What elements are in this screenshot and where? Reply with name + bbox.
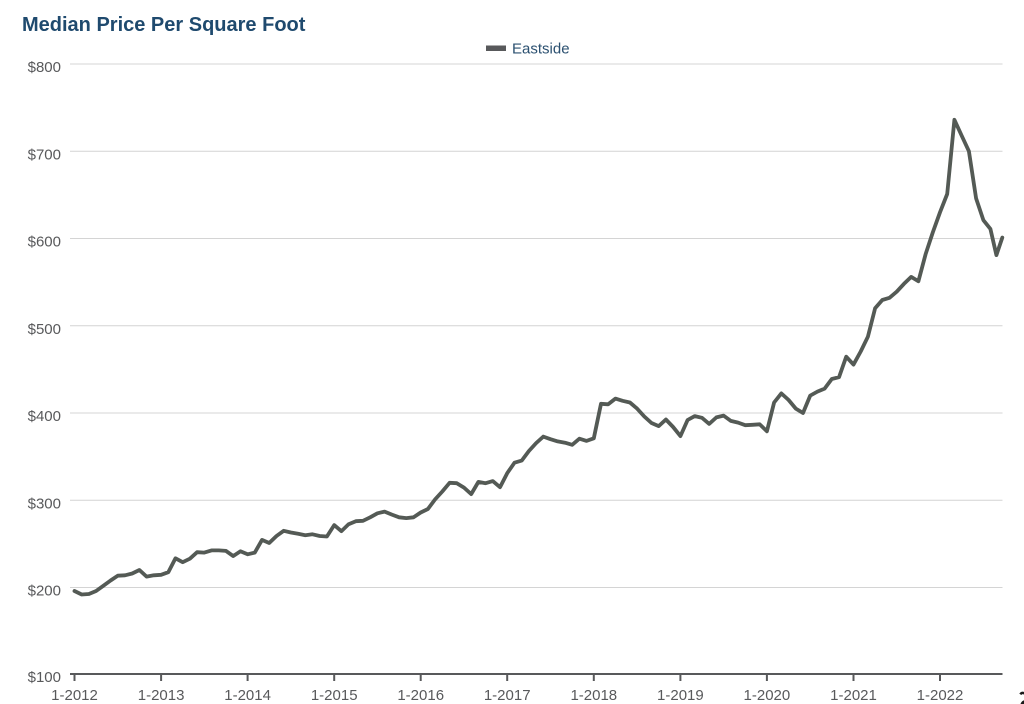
svg-text:1-2019: 1-2019 <box>657 687 704 704</box>
svg-text:1-2013: 1-2013 <box>138 687 185 704</box>
svg-text:1-2021: 1-2021 <box>830 687 877 704</box>
svg-text:1-2020: 1-2020 <box>744 687 791 704</box>
svg-text:$300: $300 <box>28 495 61 512</box>
svg-text:$700: $700 <box>28 146 61 163</box>
svg-text:1-2018: 1-2018 <box>570 687 617 704</box>
svg-text:1-2014: 1-2014 <box>224 687 271 704</box>
svg-text:1-2017: 1-2017 <box>484 687 531 704</box>
svg-text:$800: $800 <box>28 59 61 76</box>
svg-text:1-2016: 1-2016 <box>397 687 444 704</box>
svg-text:$200: $200 <box>28 583 61 600</box>
svg-text:$500: $500 <box>28 321 61 338</box>
svg-text:Eastside: Eastside <box>512 41 570 58</box>
svg-text:1-2015: 1-2015 <box>311 687 358 704</box>
svg-text:Median Price Per Square Foot: Median Price Per Square Foot <box>22 14 306 36</box>
svg-text:$400: $400 <box>28 408 61 425</box>
svg-text:1-2012: 1-2012 <box>51 687 98 704</box>
svg-text:$100: $100 <box>28 669 61 686</box>
svg-text:$600: $600 <box>28 234 61 251</box>
svg-text:1-2022: 1-2022 <box>917 687 964 704</box>
